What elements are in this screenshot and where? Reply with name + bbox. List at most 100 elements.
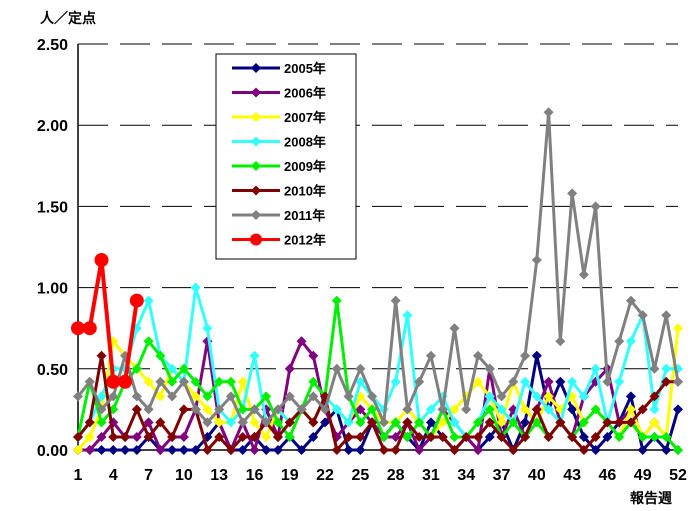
data-point [590,363,601,374]
data-point [190,282,201,293]
x-tick-label: 25 [351,467,369,484]
data-point [378,417,389,428]
data-point [449,445,460,455]
y-tick-label: 2.00 [37,118,68,135]
data-point [367,404,378,415]
data-point [390,295,401,306]
legend-marker [251,185,261,196]
data-point [143,336,154,347]
data-point [484,432,495,443]
series-line [76,110,680,424]
data-point [531,350,542,361]
data-point [437,417,448,428]
data-point [284,417,295,428]
data-point [143,295,154,306]
data-point [578,445,589,455]
data-point [308,391,319,402]
data-point [531,417,542,428]
data-point [143,432,154,443]
data-point [602,376,613,387]
data-point [249,417,260,428]
data-point [555,336,566,347]
data-point [625,391,636,402]
data-point [261,391,272,402]
data-point [308,376,319,387]
y-tick-label: 0.50 [37,362,68,379]
data-point [649,417,660,428]
data-point [84,445,95,455]
data-point [214,404,225,415]
data-point [614,417,625,428]
data-point [355,404,366,415]
y-tick-label: 2.50 [37,37,68,54]
data-point [567,404,578,415]
data-point [202,417,213,428]
data-point [73,445,83,455]
data-point [496,432,507,443]
data-point [225,417,236,428]
data-point [520,432,531,443]
data-point [543,404,554,415]
data-point [637,404,648,415]
data-point [473,432,483,443]
data-point [202,391,213,402]
x-tick-label: 31 [422,467,440,484]
data-point [167,363,178,374]
legend-marker [251,210,261,220]
data-point [331,404,342,415]
data-point [261,417,272,428]
legend-label: 2006年 [284,86,326,101]
data-point [355,363,366,374]
y-tick-labels: 0.00 0.50 1.00 1.50 2.00 2.50 [37,37,68,460]
data-point [143,376,154,387]
data-point [355,376,366,387]
data-point [167,376,178,387]
data-point [414,376,425,387]
x-tick-label: 19 [281,467,299,484]
data-point [167,432,178,443]
data-point [437,432,448,443]
data-point [155,350,166,361]
series-4 [73,295,683,455]
data-point [555,376,566,387]
legend-label: 2007年 [284,110,326,125]
data-point [343,445,354,455]
data-point [414,445,425,455]
data-point [625,336,636,347]
data-point [614,432,625,443]
legend-label: 2009年 [284,159,326,174]
data-point [649,432,660,443]
data-point [118,374,133,389]
data-point [484,391,495,402]
series-line [76,299,680,452]
data-point [567,188,578,199]
data-point [237,445,248,455]
data-point [590,201,601,212]
series-line [76,354,678,452]
data-point [449,323,460,334]
data-point [225,391,236,402]
data-point [590,404,601,415]
data-point [94,252,109,267]
data-point [531,254,542,265]
data-point [637,432,648,443]
data-point [237,417,248,428]
data-point [637,445,648,455]
data-point [71,321,85,336]
data-point [602,432,613,443]
x-tick-label: 46 [599,467,617,484]
data-point [190,445,201,455]
data-point [131,404,142,415]
x-tick-label: 4 [109,467,118,484]
data-point [249,350,260,361]
data-point [143,404,154,415]
data-point [531,404,542,415]
x-tick-label: 13 [210,467,228,484]
data-point [567,432,578,443]
data-point [673,404,683,415]
data-point [143,417,154,428]
data-point [578,417,589,428]
data-point [190,404,201,415]
series-lines [71,107,683,455]
data-point [73,391,83,402]
